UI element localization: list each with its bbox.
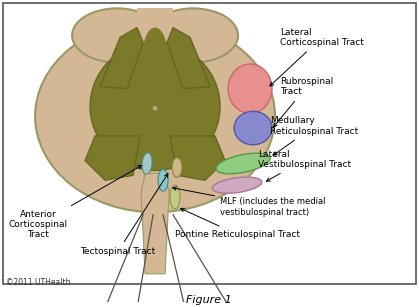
Text: Lateral
Corticospinal Tract: Lateral Corticospinal Tract bbox=[270, 28, 364, 86]
Polygon shape bbox=[141, 173, 169, 274]
Ellipse shape bbox=[228, 64, 272, 113]
Ellipse shape bbox=[143, 28, 167, 77]
Text: Figure 1: Figure 1 bbox=[186, 296, 232, 305]
Bar bbox=[137, 8, 173, 47]
Text: Lateral
Vestibulospinal Tract: Lateral Vestibulospinal Tract bbox=[258, 150, 351, 181]
Text: Tectospinal Tract: Tectospinal Tract bbox=[80, 174, 168, 256]
Ellipse shape bbox=[72, 8, 162, 63]
Text: ©2011 UTHealth: ©2011 UTHealth bbox=[6, 278, 71, 287]
Ellipse shape bbox=[172, 157, 182, 177]
Text: MLF (includes the medial
vestibulospinal tract): MLF (includes the medial vestibulospinal… bbox=[173, 187, 326, 216]
Ellipse shape bbox=[234, 111, 272, 145]
Ellipse shape bbox=[148, 8, 238, 63]
Text: Rubrospinal
Tract: Rubrospinal Tract bbox=[274, 77, 333, 127]
Ellipse shape bbox=[216, 153, 270, 174]
Ellipse shape bbox=[212, 177, 262, 193]
Ellipse shape bbox=[170, 185, 180, 209]
Polygon shape bbox=[170, 136, 225, 180]
Text: Pontine Reticulospinal Tract: Pontine Reticulospinal Tract bbox=[175, 208, 300, 239]
Text: Medullary
Reticulospinal Tract: Medullary Reticulospinal Tract bbox=[270, 116, 358, 155]
Polygon shape bbox=[85, 136, 140, 180]
Ellipse shape bbox=[158, 169, 168, 191]
Ellipse shape bbox=[142, 153, 152, 174]
Polygon shape bbox=[167, 28, 210, 89]
Ellipse shape bbox=[153, 106, 158, 111]
Polygon shape bbox=[100, 28, 143, 89]
Ellipse shape bbox=[90, 42, 220, 170]
Text: Anterior
Corticospinal
Tract: Anterior Corticospinal Tract bbox=[8, 165, 142, 239]
Ellipse shape bbox=[35, 20, 275, 212]
